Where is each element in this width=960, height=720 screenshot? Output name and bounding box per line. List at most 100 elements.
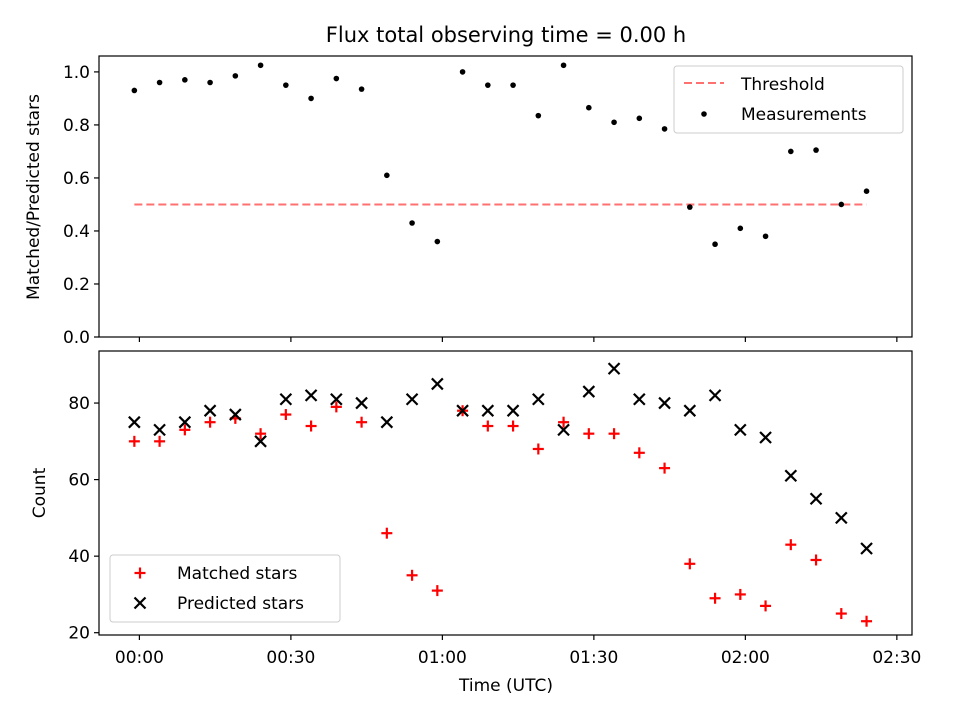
measurement-point bbox=[510, 82, 516, 88]
top-y-axis-label: Matched/Predicted stars bbox=[24, 94, 44, 300]
bottom-y-axis-label: Count bbox=[30, 467, 50, 518]
matched-star-point bbox=[785, 539, 797, 551]
predicted-star-point bbox=[431, 377, 444, 391]
top-y-tick-label: 0.0 bbox=[63, 328, 90, 348]
top-legend: Threshold Measurements bbox=[673, 65, 904, 134]
predicted-star-point bbox=[809, 492, 823, 506]
predicted-star-point bbox=[304, 389, 318, 402]
predicted-star-point bbox=[355, 396, 368, 410]
matched-star-point bbox=[305, 420, 317, 432]
measurement-point bbox=[535, 112, 542, 119]
matched-star-point bbox=[356, 416, 368, 428]
predicted-star-point bbox=[633, 392, 646, 406]
predicted-star-point bbox=[683, 404, 697, 417]
predicted-star-point bbox=[178, 415, 192, 429]
matched-star-point bbox=[760, 600, 772, 612]
predicted-star-point bbox=[128, 415, 141, 429]
legend-matched-label: Matched stars bbox=[177, 564, 297, 584]
top-axes-frame bbox=[98, 55, 913, 338]
legend-measurements-swatch bbox=[701, 111, 707, 117]
measurement-point bbox=[384, 172, 390, 179]
measurement-point bbox=[687, 204, 693, 210]
matched-star-point bbox=[810, 554, 822, 566]
matched-star-point bbox=[431, 585, 443, 597]
measurement-point bbox=[283, 82, 289, 88]
matched-star-point bbox=[608, 428, 620, 440]
matched-star-point bbox=[709, 592, 721, 604]
matched-star-point bbox=[482, 420, 494, 432]
matched-star-point bbox=[255, 428, 267, 440]
bottom-y-tick-label: 60 bbox=[68, 471, 90, 491]
legend-measurements-label: Measurements bbox=[741, 105, 867, 125]
matched-star-point bbox=[532, 443, 544, 455]
top-y-ticks: 0.0 0.2 0.4 0.6 0.8 1.0 bbox=[63, 63, 99, 348]
top-panel-marks bbox=[131, 62, 870, 248]
bottom-axes-frame bbox=[98, 350, 913, 636]
matched-star-point bbox=[330, 401, 342, 413]
matched-star-point bbox=[204, 416, 216, 428]
predicted-star-point bbox=[759, 431, 772, 444]
measurement-point bbox=[838, 201, 845, 208]
predicted-star-point bbox=[708, 389, 722, 402]
bottom-y-tick-label: 40 bbox=[68, 547, 90, 567]
predicted-star-point bbox=[607, 362, 621, 375]
x-axis-label: Time (UTC) bbox=[458, 676, 553, 696]
measurement-point bbox=[434, 238, 441, 245]
bottom-panel-marks bbox=[128, 362, 873, 627]
predicted-star-point bbox=[229, 408, 242, 421]
matched-star-point bbox=[406, 569, 418, 581]
matched-star-point bbox=[583, 428, 595, 440]
x-tick-label: 01:00 bbox=[418, 648, 467, 668]
bottom-y-ticks: 20 40 60 80 bbox=[68, 394, 99, 644]
measurement-point bbox=[661, 126, 668, 132]
measurement-point bbox=[131, 87, 138, 94]
measurement-point bbox=[232, 73, 239, 79]
measurement-point bbox=[737, 225, 744, 232]
x-tick-label: 00:00 bbox=[115, 648, 164, 668]
x-ticks: 00:00 00:30 01:00 01:30 02:00 02:30 bbox=[115, 337, 921, 668]
legend-frame bbox=[109, 554, 341, 623]
predicted-star-point bbox=[254, 435, 267, 448]
matched-star-point bbox=[684, 558, 696, 570]
matched-star-point bbox=[558, 416, 570, 428]
measurement-point bbox=[459, 69, 466, 75]
legend-predicted-swatch bbox=[133, 596, 147, 610]
x-tick-label: 00:30 bbox=[266, 648, 315, 668]
matched-star-point bbox=[128, 435, 140, 447]
x-tick-label: 02:30 bbox=[872, 648, 921, 668]
measurement-point bbox=[636, 115, 643, 122]
measurement-point bbox=[182, 77, 188, 83]
measurement-point bbox=[358, 86, 365, 92]
predicted-star-point bbox=[784, 469, 798, 483]
x-tick-label: 02:00 bbox=[721, 648, 770, 668]
matched-star-point bbox=[659, 462, 671, 474]
predicted-star-point bbox=[532, 392, 545, 406]
predicted-star-point bbox=[734, 423, 747, 437]
top-y-tick-label: 0.2 bbox=[63, 275, 90, 295]
measurement-point bbox=[712, 241, 718, 248]
predicted-star-point bbox=[481, 404, 495, 417]
predicted-star-point bbox=[557, 423, 570, 437]
top-y-tick-label: 0.8 bbox=[63, 116, 90, 136]
measurement-point bbox=[560, 62, 567, 69]
x-tick-label: 01:30 bbox=[569, 648, 618, 668]
bottom-legend: Matched stars Predicted stars bbox=[109, 554, 341, 623]
matched-star-point bbox=[507, 420, 519, 432]
matched-star-point bbox=[861, 615, 873, 627]
top-y-tick-label: 0.4 bbox=[63, 222, 90, 242]
measurement-point bbox=[863, 188, 870, 194]
bottom-y-tick-label: 80 bbox=[68, 394, 90, 414]
chart-title: Flux total observing time = 0.00 h bbox=[326, 23, 686, 47]
measurement-point bbox=[611, 119, 617, 126]
legend-frame bbox=[673, 65, 904, 134]
predicted-star-point bbox=[405, 392, 419, 406]
measurement-point bbox=[308, 95, 314, 102]
predicted-star-point bbox=[279, 392, 293, 406]
predicted-star-point bbox=[153, 423, 166, 437]
measurement-point bbox=[257, 62, 264, 69]
predicted-star-point bbox=[330, 392, 343, 406]
predicted-star-point bbox=[658, 396, 671, 410]
predicted-star-point bbox=[506, 404, 520, 417]
predicted-star-point bbox=[456, 404, 469, 417]
